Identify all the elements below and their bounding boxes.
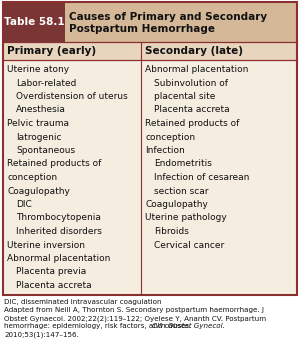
Text: Coagulopathy: Coagulopathy: [145, 200, 208, 209]
Text: Primary (early): Primary (early): [7, 46, 96, 56]
Text: Cervical cancer: Cervical cancer: [154, 241, 224, 250]
Text: Endometritis: Endometritis: [154, 160, 212, 169]
Text: Obstet Gynaecol. 2002;22(2):119–122; Oyelese Y, Ananth CV. Postpartum: Obstet Gynaecol. 2002;22(2):119–122; Oye…: [4, 315, 266, 322]
Text: Infection of cesarean: Infection of cesarean: [154, 173, 250, 182]
Bar: [3, 60, 297, 295]
Text: Spontaneous: Spontaneous: [16, 146, 75, 155]
Text: Placenta accreta: Placenta accreta: [154, 106, 230, 115]
Text: conception: conception: [145, 132, 195, 141]
Text: Fibroids: Fibroids: [154, 227, 189, 236]
Text: Infection: Infection: [145, 146, 185, 155]
Text: Iatrogenic: Iatrogenic: [16, 132, 62, 141]
Bar: [65, 2, 297, 42]
Text: Subinvolution of: Subinvolution of: [154, 79, 228, 87]
Bar: [3, 2, 65, 42]
Text: Inherited disorders: Inherited disorders: [16, 227, 102, 236]
Bar: [3, 42, 297, 60]
Text: Pelvic trauma: Pelvic trauma: [7, 119, 69, 128]
Text: section scar: section scar: [154, 186, 209, 196]
Text: Uterine pathology: Uterine pathology: [145, 213, 227, 222]
Text: Retained products of: Retained products of: [145, 119, 240, 128]
Text: Secondary (late): Secondary (late): [145, 46, 243, 56]
Bar: [3, 2, 297, 295]
Text: Coagulopathy: Coagulopathy: [7, 186, 70, 196]
Text: 2010;53(1):147–156.: 2010;53(1):147–156.: [4, 331, 79, 337]
Text: Thrombocytopenia: Thrombocytopenia: [16, 213, 101, 222]
Text: placental site: placental site: [154, 92, 216, 101]
Text: Table 58.1: Table 58.1: [4, 17, 64, 27]
Text: Labor-related: Labor-related: [16, 79, 76, 87]
Text: Adapted from Neill A, Thornton S. Secondary postpartum haemorrhage. J: Adapted from Neill A, Thornton S. Second…: [4, 307, 264, 313]
Text: Placenta previa: Placenta previa: [16, 267, 86, 277]
Text: Overdistension of uterus: Overdistension of uterus: [16, 92, 128, 101]
Text: Abnormal placentation: Abnormal placentation: [7, 254, 110, 263]
Text: Placenta accreta: Placenta accreta: [16, 281, 92, 290]
Text: conception: conception: [7, 173, 57, 182]
Text: Uterine atony: Uterine atony: [7, 65, 69, 74]
Text: Uterine inversion: Uterine inversion: [7, 241, 85, 250]
Text: Causes of Primary and Secondary: Causes of Primary and Secondary: [69, 12, 267, 22]
Text: DIC, disseminated intravascular coagulation: DIC, disseminated intravascular coagulat…: [4, 299, 161, 305]
Text: DIC: DIC: [16, 200, 32, 209]
Text: Clin Obstet Gynecol.: Clin Obstet Gynecol.: [152, 323, 225, 329]
Text: Anesthesia: Anesthesia: [16, 106, 66, 115]
Text: Abnormal placentation: Abnormal placentation: [145, 65, 249, 74]
Text: hemorrhage: epidemiology, risk factors, and causes.: hemorrhage: epidemiology, risk factors, …: [4, 323, 194, 329]
Text: Postpartum Hemorrhage: Postpartum Hemorrhage: [69, 24, 215, 34]
Text: Retained products of: Retained products of: [7, 160, 101, 169]
